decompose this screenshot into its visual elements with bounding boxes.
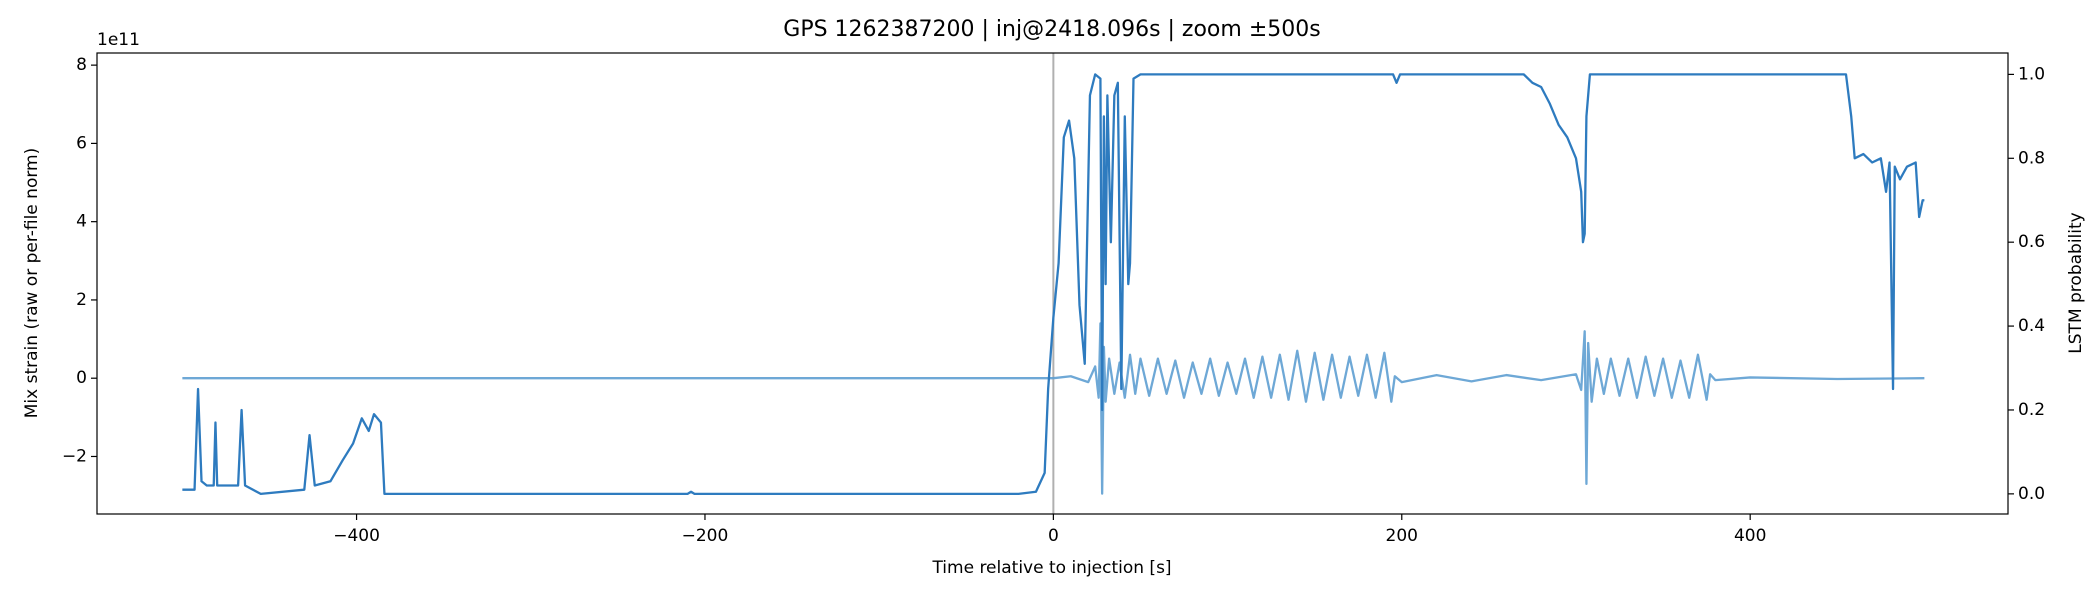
y2-tick-label: 0.4 — [2018, 316, 2045, 336]
x-axis-label: Time relative to injection [s] — [931, 558, 1171, 578]
x-tick-label: 200 — [1386, 526, 1418, 546]
y2-tick-label: 0.8 — [2018, 148, 2045, 168]
x-tick-label: −400 — [333, 526, 380, 546]
x-tick-label: 0 — [1048, 526, 1059, 546]
y2-tick-label: 0.2 — [2018, 400, 2045, 420]
y2-tick-label: 0.6 — [2018, 232, 2045, 252]
y2-axis-label: LSTM probability — [2066, 212, 2086, 353]
plot-frame — [96, 52, 2009, 515]
y-tick-label: 2 — [76, 290, 87, 310]
y-axis-label: Mix strain (raw or per-file norm) — [22, 148, 42, 418]
series-line — [182, 73, 1925, 496]
y-tick-label: 6 — [76, 133, 87, 153]
y-offset-label: 1e11 — [97, 30, 140, 50]
y-tick-label: −2 — [62, 446, 87, 466]
series-line — [182, 322, 1925, 495]
y-tick-label: 8 — [76, 55, 87, 75]
y-tick-label: 0 — [76, 368, 87, 388]
x-tick-label: 400 — [1734, 526, 1766, 546]
y2-tick-label: 1.0 — [2018, 64, 2045, 84]
y2-tick-label: 0.0 — [2018, 484, 2045, 504]
chart-title: GPS 1262387200 | inj@2418.096s | zoom ±5… — [783, 17, 1320, 42]
y-tick-label: 4 — [76, 212, 87, 232]
x-tick-label: −200 — [682, 526, 729, 546]
